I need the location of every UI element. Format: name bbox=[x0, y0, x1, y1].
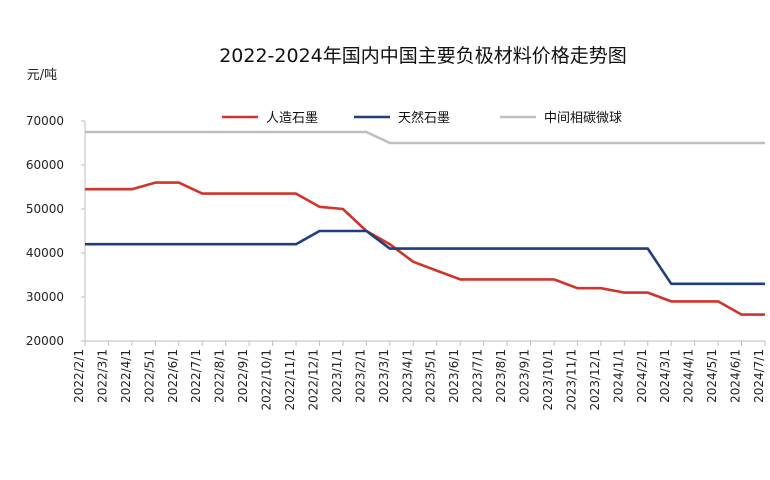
x-tick-label: 2024/3/1 bbox=[658, 349, 672, 403]
x-tick-label: 2024/5/1 bbox=[705, 349, 719, 403]
x-tick-label: 2023/11/1 bbox=[564, 349, 578, 411]
x-tick-label: 2023/2/1 bbox=[353, 349, 367, 403]
x-tick-label: 2022/7/1 bbox=[189, 349, 203, 403]
x-tick-label: 2024/7/1 bbox=[752, 349, 766, 403]
x-tick-label: 2023/1/1 bbox=[330, 349, 344, 403]
y-tick-label: 60000 bbox=[26, 158, 64, 172]
y-tick-label: 50000 bbox=[26, 202, 64, 216]
x-tick-label: 2022/10/1 bbox=[260, 349, 274, 411]
x-tick-label: 2023/10/1 bbox=[541, 349, 555, 411]
x-tick-label: 2023/7/1 bbox=[471, 349, 485, 403]
x-tick-label: 2023/4/1 bbox=[400, 349, 414, 403]
y-tick-label: 70000 bbox=[26, 114, 64, 128]
x-axis: 2022/2/1 2022/3/1 2022/4/1 2022/5/1 2022/6/1… bbox=[72, 340, 766, 411]
x-tick-label: 2024/6/1 bbox=[729, 349, 743, 403]
x-tick-label: 2022/9/1 bbox=[236, 349, 250, 403]
x-tick-label: 2023/9/1 bbox=[518, 349, 532, 403]
x-tick-label: 2022/11/1 bbox=[283, 349, 297, 411]
legend-label-2: 中间相碳微球 bbox=[544, 111, 622, 126]
series-line-0 bbox=[85, 181, 765, 316]
y-axis: 20000 30000 40000 50000 60000 70000 bbox=[26, 114, 86, 348]
y-axis-unit-label: 元/吨 bbox=[27, 68, 57, 83]
x-tick-label: 2022/2/1 bbox=[72, 349, 86, 403]
x-tick-label: 2024/2/1 bbox=[635, 349, 649, 403]
legend: 人造石墨 天然石墨 中间相碳微球 bbox=[222, 110, 622, 126]
x-tick-label: 2023/12/1 bbox=[588, 349, 602, 411]
x-tick-label: 2022/12/1 bbox=[306, 349, 320, 411]
x-tick-label: 2022/8/1 bbox=[213, 349, 227, 403]
x-tick-label: 2023/6/1 bbox=[447, 349, 461, 403]
y-tick-label: 20000 bbox=[26, 334, 64, 348]
plot-lines bbox=[85, 130, 765, 316]
x-tick-label: 2022/5/1 bbox=[142, 349, 156, 403]
x-tick-label: 2024/4/1 bbox=[682, 349, 696, 403]
x-tick-label: 2023/8/1 bbox=[494, 349, 508, 403]
series-line-2 bbox=[85, 130, 765, 145]
x-tick-label: 2022/3/1 bbox=[95, 349, 109, 403]
legend-label-1: 天然石墨 bbox=[398, 110, 450, 126]
x-tick-label: 2022/4/1 bbox=[119, 349, 133, 403]
x-tick-label: 2022/6/1 bbox=[166, 349, 180, 403]
x-tick-label: 2023/5/1 bbox=[424, 349, 438, 403]
y-tick-label: 30000 bbox=[26, 290, 64, 304]
series-line-1 bbox=[85, 229, 765, 286]
legend-label-0: 人造石墨 bbox=[266, 111, 318, 126]
x-tick-label: 2023/3/1 bbox=[377, 349, 391, 403]
chart-title: 2022-2024年国内中国主要负极材料价格走势图 bbox=[219, 45, 627, 67]
x-tick-label: 2024/1/1 bbox=[611, 349, 625, 403]
y-tick-label: 40000 bbox=[26, 246, 64, 260]
